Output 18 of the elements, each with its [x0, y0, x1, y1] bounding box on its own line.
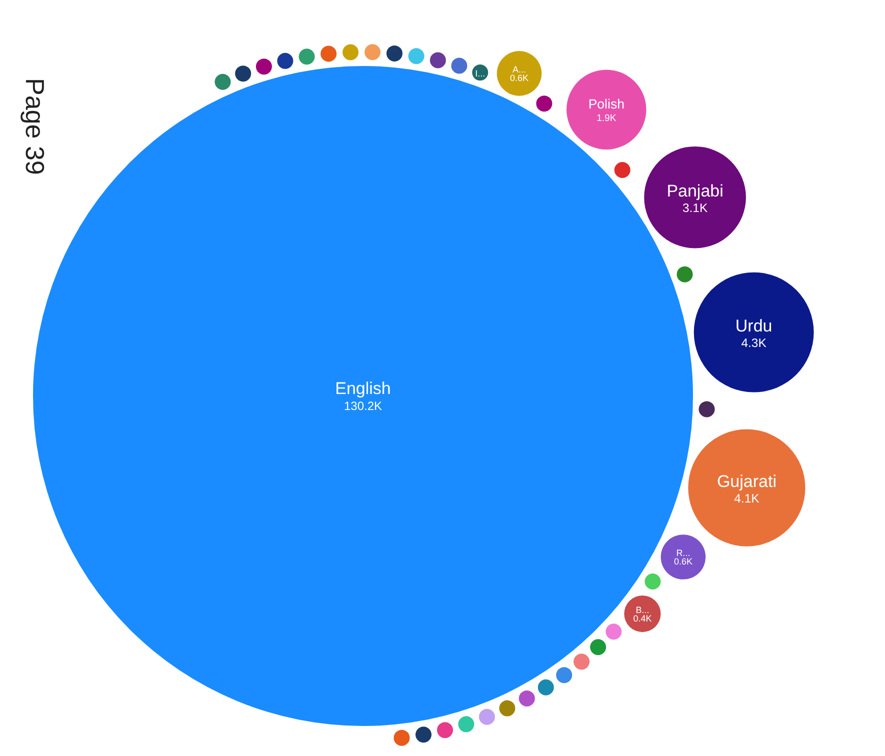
data-label: 1.9K [596, 112, 617, 124]
data-label: 3.1K [682, 200, 708, 215]
data-label: 0.4K [633, 613, 652, 624]
category-label: Urdu [735, 316, 772, 336]
text: Page 39 [20, 78, 50, 175]
category-label: R... [676, 548, 690, 558]
category-label: A... [512, 64, 526, 74]
category-label: B... [636, 604, 650, 615]
data-label: 0.6K [674, 556, 692, 567]
data-label: 130.2K [344, 399, 382, 413]
category-label: Polish [588, 96, 624, 112]
category-label: English [335, 379, 391, 398]
data-label: 0.6K [510, 73, 528, 84]
data-label: 4.3K [741, 336, 768, 350]
data-label: 4.1K [734, 491, 760, 506]
category-label: I... [475, 68, 486, 79]
category-label: Panjabi [666, 181, 724, 200]
category-label: Gujarati [716, 472, 776, 491]
